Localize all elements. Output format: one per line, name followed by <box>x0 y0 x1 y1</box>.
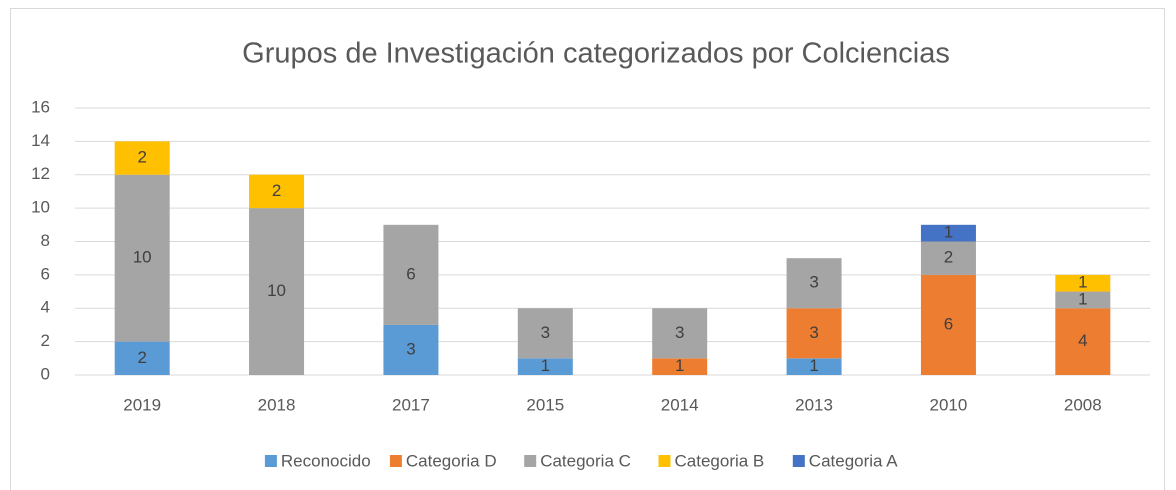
legend-label: Categoria B <box>675 451 765 470</box>
data-label: 3 <box>541 323 550 342</box>
bar-segment <box>517 358 573 375</box>
bar-segment <box>920 224 976 242</box>
legend-swatch <box>264 455 277 467</box>
bar-segment <box>920 274 976 375</box>
data-label: 1 <box>675 356 684 375</box>
x-tick-label: 2017 <box>392 395 430 414</box>
bar-segment <box>114 341 170 375</box>
x-tick-label: 2013 <box>795 395 833 414</box>
data-label: 1 <box>1078 289 1087 308</box>
y-tick-label: 2 <box>41 331 50 350</box>
bar-segment <box>1055 308 1111 375</box>
bar-segment <box>249 174 305 209</box>
data-label: 10 <box>267 281 286 300</box>
bar-segment <box>517 308 573 359</box>
y-tick-label: 10 <box>31 198 50 217</box>
data-label: 3 <box>809 323 818 342</box>
y-tick-label: 14 <box>31 131 50 150</box>
legend-label: Categoria A <box>809 451 898 470</box>
y-tick-label: 4 <box>41 298 50 317</box>
legend-swatch <box>389 455 402 467</box>
bar-segment <box>1055 274 1111 292</box>
data-label: 3 <box>675 323 684 342</box>
data-label: 1 <box>944 223 953 242</box>
legend-label: Categoria D <box>406 451 497 470</box>
bar-segment <box>652 308 708 359</box>
y-tick-label: 0 <box>41 364 50 383</box>
bar-segment <box>249 208 305 375</box>
data-label: 1 <box>809 356 818 375</box>
bar-segment <box>920 241 976 275</box>
legend-label: Reconocido <box>281 451 371 470</box>
data-label: 10 <box>133 248 152 267</box>
data-label: 3 <box>406 339 415 358</box>
bar-segment <box>652 358 708 375</box>
legend-swatch <box>524 455 537 467</box>
data-label: 2 <box>137 348 146 367</box>
legend-swatch <box>658 455 671 467</box>
bar-segment <box>114 174 170 342</box>
bar-segment <box>786 258 842 309</box>
bar-segment <box>1055 291 1111 309</box>
x-tick-label: 2019 <box>123 395 161 414</box>
x-tick-label: 2014 <box>661 395 699 414</box>
x-tick-label: 2010 <box>930 395 968 414</box>
y-tick-label: 12 <box>31 164 50 183</box>
x-tick-label: 2015 <box>526 395 564 414</box>
chart-frame <box>10 8 1165 490</box>
data-label: 1 <box>1078 273 1087 292</box>
y-tick-label: 8 <box>41 231 50 250</box>
bar-segment <box>786 308 842 359</box>
y-tick-label: 6 <box>41 264 50 283</box>
x-tick-label: 2008 <box>1064 395 1102 414</box>
data-label: 6 <box>406 264 415 283</box>
legend-label: Categoria C <box>540 451 631 470</box>
data-label: 3 <box>809 273 818 292</box>
data-label: 2 <box>944 248 953 267</box>
data-label: 1 <box>541 356 550 375</box>
bar-segment <box>786 358 842 375</box>
chart-title: Grupos de Investigación categorizados po… <box>242 38 950 70</box>
data-label: 4 <box>1078 331 1087 350</box>
data-label: 2 <box>137 148 146 167</box>
bar-segment <box>383 324 439 375</box>
data-label: 2 <box>272 181 281 200</box>
data-label: 6 <box>944 314 953 333</box>
legend-swatch <box>792 455 805 467</box>
bar-segment <box>383 224 439 325</box>
bar-segment <box>114 141 170 175</box>
x-tick-label: 2018 <box>258 395 296 414</box>
y-tick-label: 16 <box>31 97 50 116</box>
